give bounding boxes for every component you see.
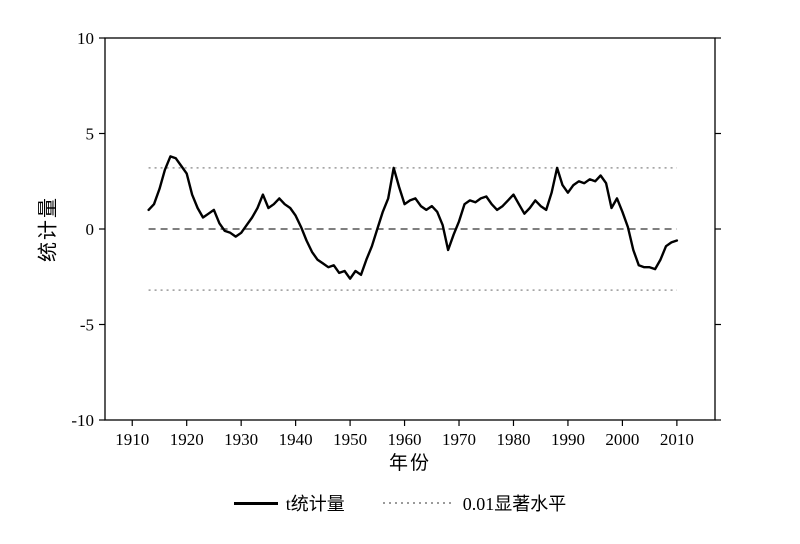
y-tick-label: -10 [71,411,94,430]
x-tick-label: 1970 [442,430,476,449]
legend-dotted-line-icon [382,502,455,504]
x-tick-label: 2010 [660,430,694,449]
legend: t统计量 0.01显著水平 [0,490,800,516]
x-tick-label: 1990 [551,430,585,449]
y-tick-label: 0 [86,220,95,239]
series-line-t-statistic [147,155,679,280]
x-tick-label: 1980 [496,430,530,449]
legend-label-t-statistic: t统计量 [285,494,345,514]
legend-label-significance: 0.01显著水平 [462,494,567,514]
x-tick-label: 1920 [170,430,204,449]
x-tick-label: 1950 [333,430,367,449]
x-tick-label: 2000 [605,430,639,449]
y-tick-label: 5 [86,125,95,144]
x-tick-label: 1930 [224,430,258,449]
legend-item-t-statistic: t统计量 [233,490,345,516]
x-axis-title: 年份 [388,453,432,474]
y-tick-label: 10 [77,29,94,48]
legend-solid-line-icon [233,501,278,505]
y-tick-label: -5 [80,316,94,335]
x-tick-label: 1940 [279,430,313,449]
legend-item-significance: 0.01显著水平 [382,490,567,516]
x-tick-label: 1960 [388,430,422,449]
y-axis-title: 统计量 [37,196,60,262]
x-tick-label: 1910 [115,430,149,449]
